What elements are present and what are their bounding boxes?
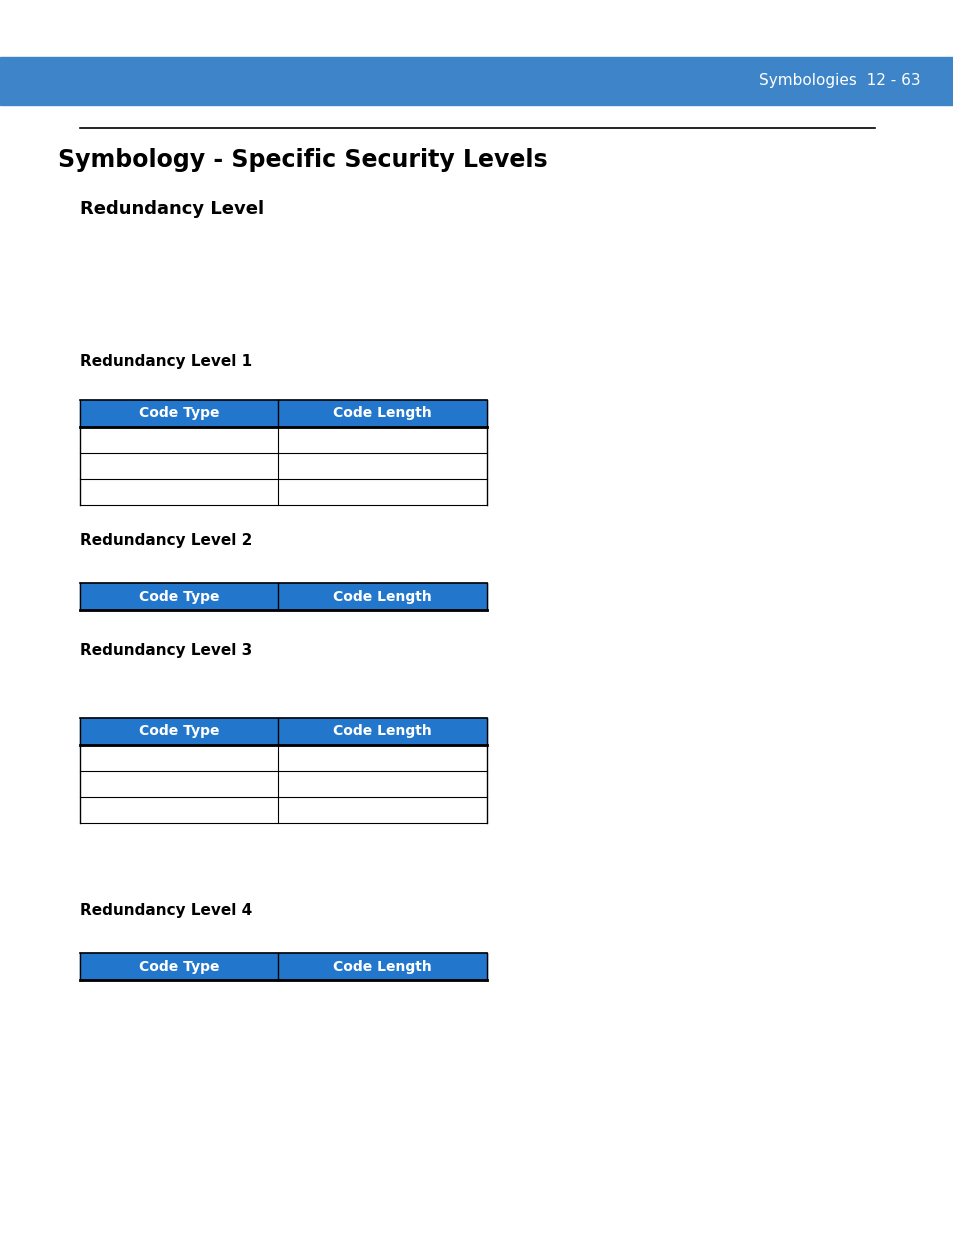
Text: Code Type: Code Type (138, 725, 219, 739)
Text: Symbology - Specific Security Levels: Symbology - Specific Security Levels (58, 148, 547, 172)
Text: Code Length: Code Length (333, 406, 432, 420)
Text: Redundancy Level 3: Redundancy Level 3 (80, 643, 252, 658)
Text: Redundancy Level 1: Redundancy Level 1 (80, 354, 252, 369)
Text: Symbologies  12 - 63: Symbologies 12 - 63 (759, 74, 920, 89)
Text: Code Length: Code Length (333, 589, 432, 604)
Text: Code Type: Code Type (138, 960, 219, 973)
Bar (80, 953, 486, 981)
Bar (80, 583, 486, 610)
Text: Redundancy Level 4: Redundancy Level 4 (80, 903, 252, 918)
Text: Code Type: Code Type (138, 406, 219, 420)
Text: Code Type: Code Type (138, 589, 219, 604)
Text: Redundancy Level 2: Redundancy Level 2 (80, 534, 253, 548)
Bar (0, 57, 953, 105)
Text: Code Length: Code Length (333, 725, 432, 739)
Text: Redundancy Level: Redundancy Level (80, 200, 264, 219)
Text: Code Length: Code Length (333, 960, 432, 973)
Bar (80, 718, 486, 745)
Bar (80, 400, 486, 427)
